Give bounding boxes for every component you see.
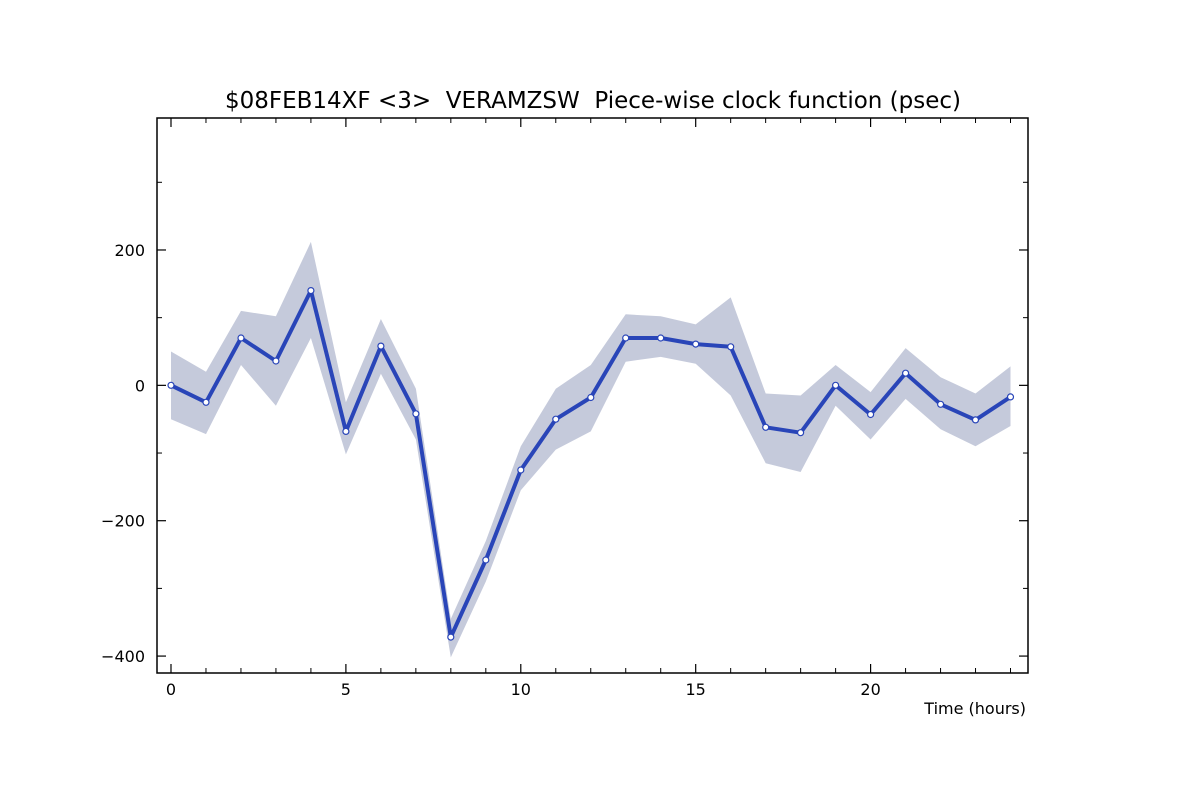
data-point <box>866 410 875 419</box>
data-point <box>901 369 910 377</box>
data-point <box>447 633 455 641</box>
data-point <box>202 398 210 406</box>
data-point <box>307 287 315 295</box>
y-tick-label: −200 <box>101 512 145 531</box>
error-band <box>171 241 1011 658</box>
data-point <box>622 334 630 342</box>
data-point <box>692 340 700 348</box>
data-point-layer <box>167 287 1015 641</box>
data-point <box>342 427 350 435</box>
data-point <box>552 415 560 423</box>
chart-title: $08FEB14XF <3> VERAMZSW Piece-wise clock… <box>225 88 961 114</box>
x-tick-label: 20 <box>860 680 880 699</box>
data-point <box>237 334 245 342</box>
data-point <box>657 334 665 342</box>
data-point <box>971 416 980 424</box>
x-tick-label: 5 <box>341 680 351 699</box>
data-point <box>167 381 175 389</box>
x-tick-label: 0 <box>166 680 176 699</box>
data-point <box>587 393 595 402</box>
error-band-layer <box>171 241 1011 658</box>
y-tick-label: 200 <box>114 241 145 260</box>
data-point <box>936 400 945 408</box>
data-point <box>796 429 805 437</box>
data-point <box>727 343 735 351</box>
data-point <box>272 357 280 365</box>
data-point <box>1006 393 1015 401</box>
plot-frame <box>156 117 1029 674</box>
y-tick-label: −400 <box>101 647 145 666</box>
data-point <box>517 466 525 474</box>
x-tick-label: 15 <box>686 680 706 699</box>
x-axis-label: Time (hours) <box>923 699 1026 718</box>
data-point <box>831 381 840 389</box>
data-point <box>482 556 490 564</box>
data-point <box>412 410 420 418</box>
data-point <box>762 423 770 431</box>
data-point <box>377 342 385 350</box>
y-tick-label: 0 <box>135 376 145 395</box>
x-tick-label: 10 <box>511 680 531 699</box>
tick-layer: 0 5 10 15 20 −400 −200 0 200 <box>101 118 1028 699</box>
